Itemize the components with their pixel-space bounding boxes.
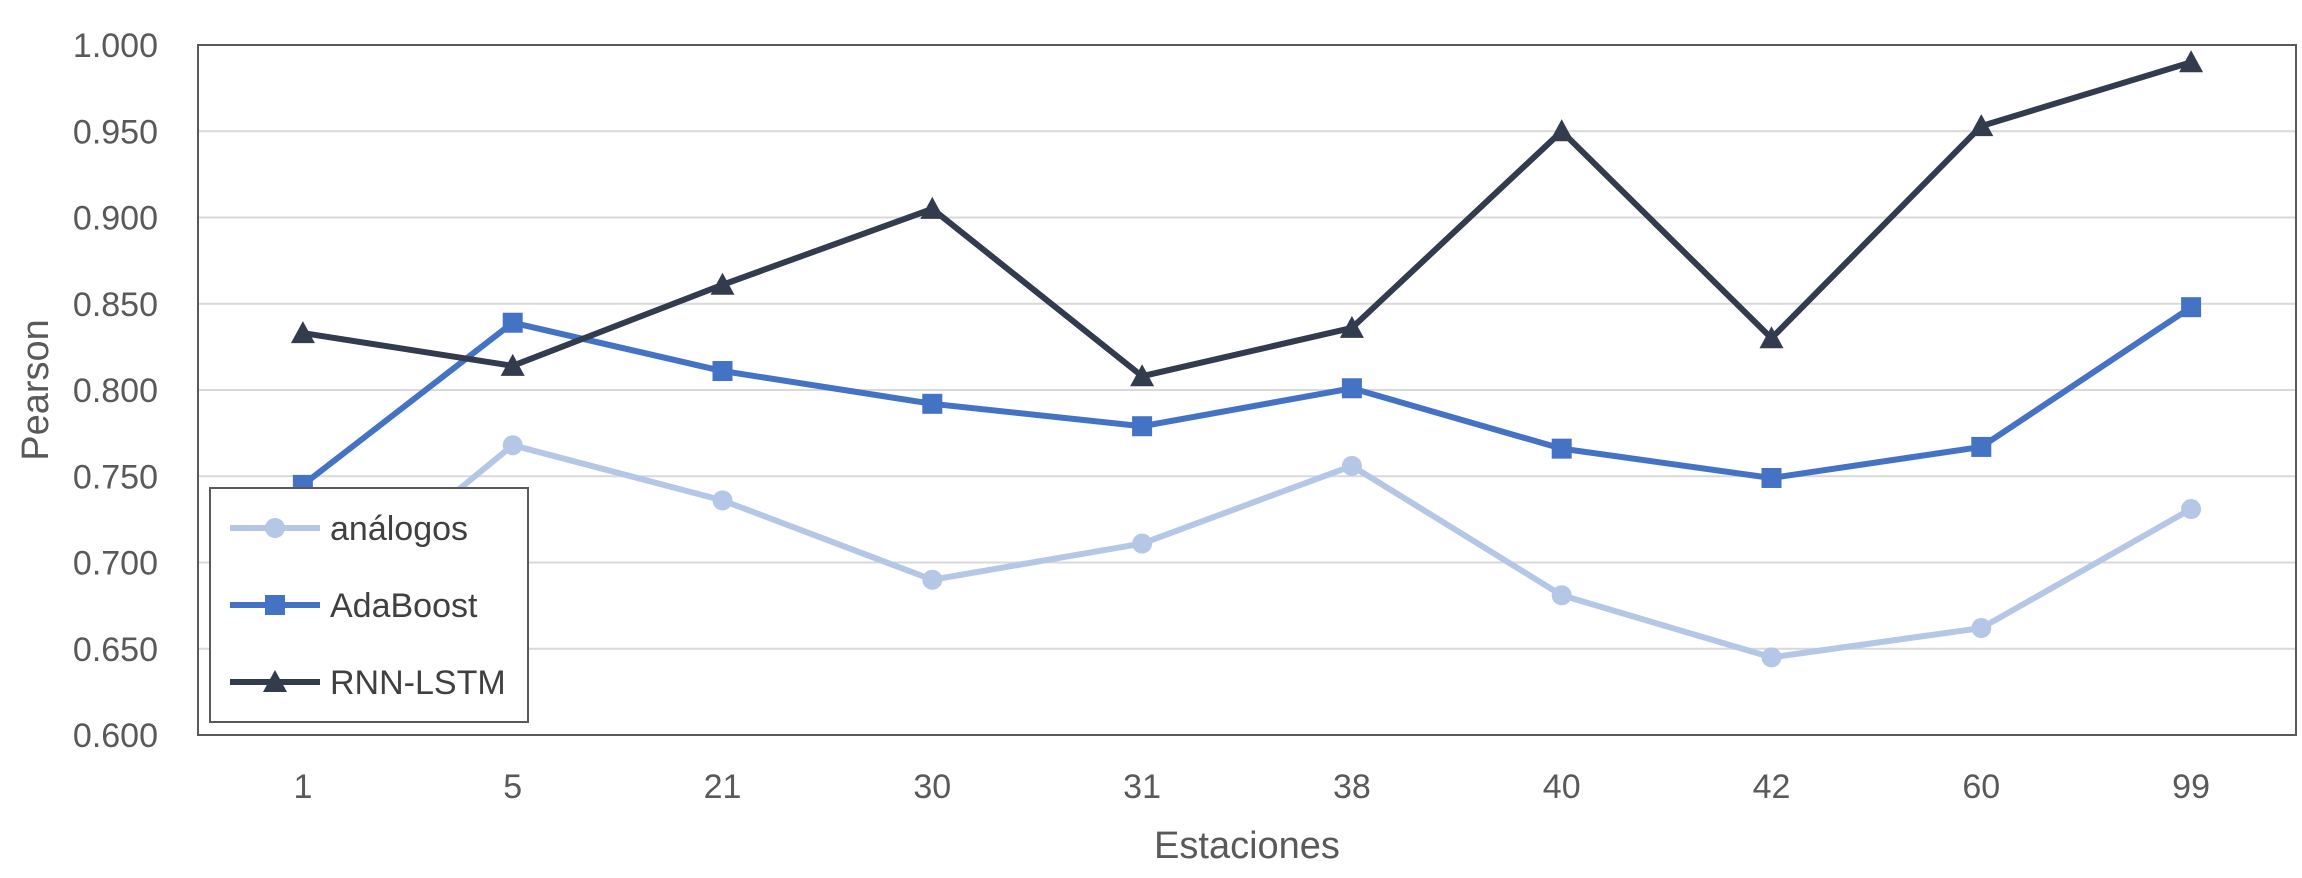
plot-area-border [197,44,2297,736]
y-tick-label: 0.750 [73,458,158,496]
legend-label: RNN-LSTM [330,664,506,702]
legend-label: análogos [330,510,468,548]
x-tick-label: 99 [2172,768,2210,806]
legend-label: AdaBoost [330,587,478,625]
data-point [1132,416,1153,437]
y-tick-label: 1.000 [73,27,158,65]
x-axis-ticks: 1 5 21 30 31 38 40 42 60 99 [293,768,2210,806]
x-tick-label: 21 [704,768,742,806]
y-tick-label: 0.600 [73,717,158,755]
data-point [1551,585,1572,606]
data-point [922,569,943,590]
series-2 [290,50,2204,387]
series-line [300,442,2193,661]
data-point [920,196,945,219]
x-tick-label: 42 [1753,768,1791,806]
x-tick-label: 1 [293,768,312,806]
data-point [922,393,943,414]
data-point [712,490,733,511]
x-tick-label: 30 [913,768,951,806]
legend-marker [265,595,285,615]
data-point [1132,533,1153,554]
data-point [1341,455,1362,476]
data-point [1341,378,1362,399]
y-axis-title: Pearson [15,319,57,461]
series-0 [292,435,2202,668]
x-tick-label: 5 [503,768,522,806]
data-point [2181,499,2202,520]
data-point [502,435,523,456]
series-line [302,59,2192,380]
data-point [502,312,523,333]
x-tick-label: 31 [1123,768,1161,806]
data-point [1761,467,1782,488]
data-point [710,272,735,295]
data-point [1971,436,1992,457]
data-point [1549,119,1574,142]
data-point [1551,438,1572,459]
x-axis-title: Estaciones [1154,825,1340,867]
data-point [500,353,525,376]
data-point [2181,297,2202,318]
y-tick-label: 0.700 [73,545,158,583]
y-tick-label: 0.650 [73,631,158,669]
legend-marker [265,518,285,538]
data-point [1971,618,1992,639]
y-tick-label: 0.900 [73,200,158,238]
data-point [1761,647,1782,668]
y-tick-label: 0.800 [73,372,158,410]
x-tick-label: 38 [1333,768,1371,806]
series-line [301,304,2193,488]
data-point [290,321,315,344]
legend-item: AdaBoost [230,587,478,625]
data-point [1759,326,1784,349]
y-axis-ticks: 0.600 0.650 0.700 0.750 0.800 0.850 0.900 0.950… [73,27,158,755]
y-tick-label: 0.950 [73,113,158,151]
legend: análogos AdaBoost RNN-LSTM [209,487,529,723]
y-tick-label: 0.850 [73,286,158,324]
data-point [712,361,733,382]
series-lines [290,50,2204,668]
data-point [1339,315,1364,338]
data-point [2179,50,2204,73]
x-tick-label: 40 [1543,768,1581,806]
data-point [1130,364,1155,387]
gridlines [198,130,2296,650]
legend-item: análogos [230,510,468,548]
data-point [1969,114,1994,137]
legend-item: RNN-LSTM [230,664,506,702]
x-tick-label: 60 [1962,768,2000,806]
legend-marker [263,670,287,692]
